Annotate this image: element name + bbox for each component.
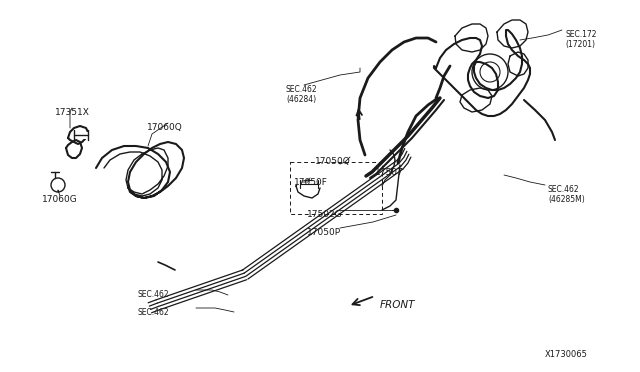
Text: SEC.462
(46284): SEC.462 (46284) (286, 85, 317, 105)
Text: SEC.462
(46285M): SEC.462 (46285M) (548, 185, 585, 204)
Text: 17050Q: 17050Q (315, 157, 351, 166)
Text: 17507: 17507 (375, 168, 404, 177)
Text: 17050F: 17050F (294, 178, 328, 187)
Text: 17050P: 17050P (307, 228, 341, 237)
Text: SEC.172
(17201): SEC.172 (17201) (565, 30, 596, 49)
Text: 17060G: 17060G (42, 195, 77, 204)
Text: SEC.462: SEC.462 (137, 308, 168, 317)
Text: FRONT: FRONT (380, 300, 415, 310)
Text: X1730065: X1730065 (545, 350, 588, 359)
Text: 17502G: 17502G (307, 210, 342, 219)
Text: SEC.462: SEC.462 (137, 290, 168, 299)
Text: 17060Q: 17060Q (147, 123, 183, 132)
Text: 17351X: 17351X (55, 108, 90, 117)
